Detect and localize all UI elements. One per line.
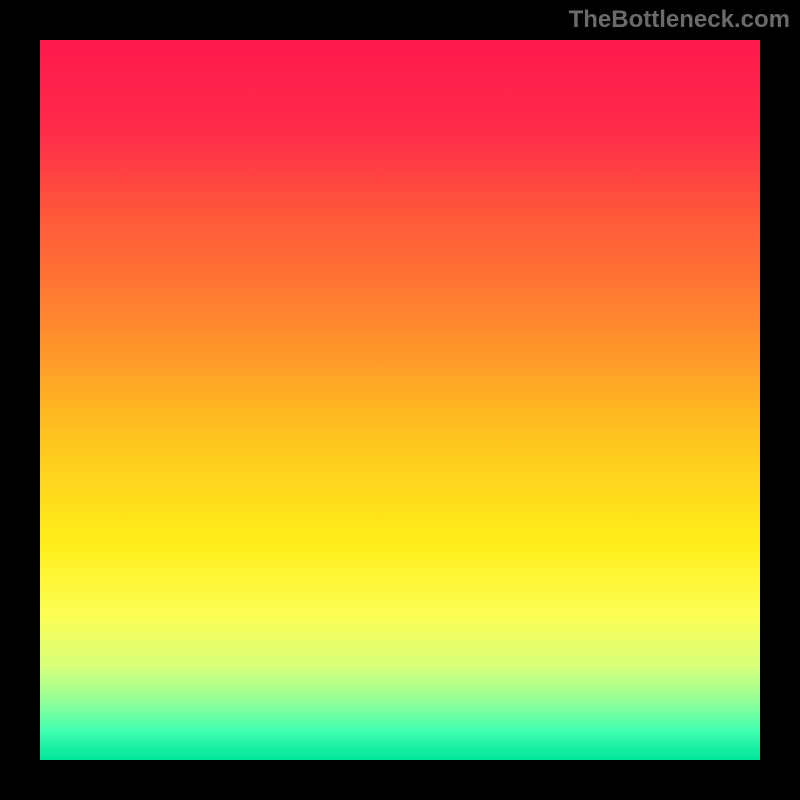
bottleneck-chart: TheBottleneck.com: [0, 0, 800, 800]
watermark-text: TheBottleneck.com: [569, 6, 790, 34]
chart-svg: [0, 0, 800, 800]
plot-gradient-area: [40, 40, 760, 760]
